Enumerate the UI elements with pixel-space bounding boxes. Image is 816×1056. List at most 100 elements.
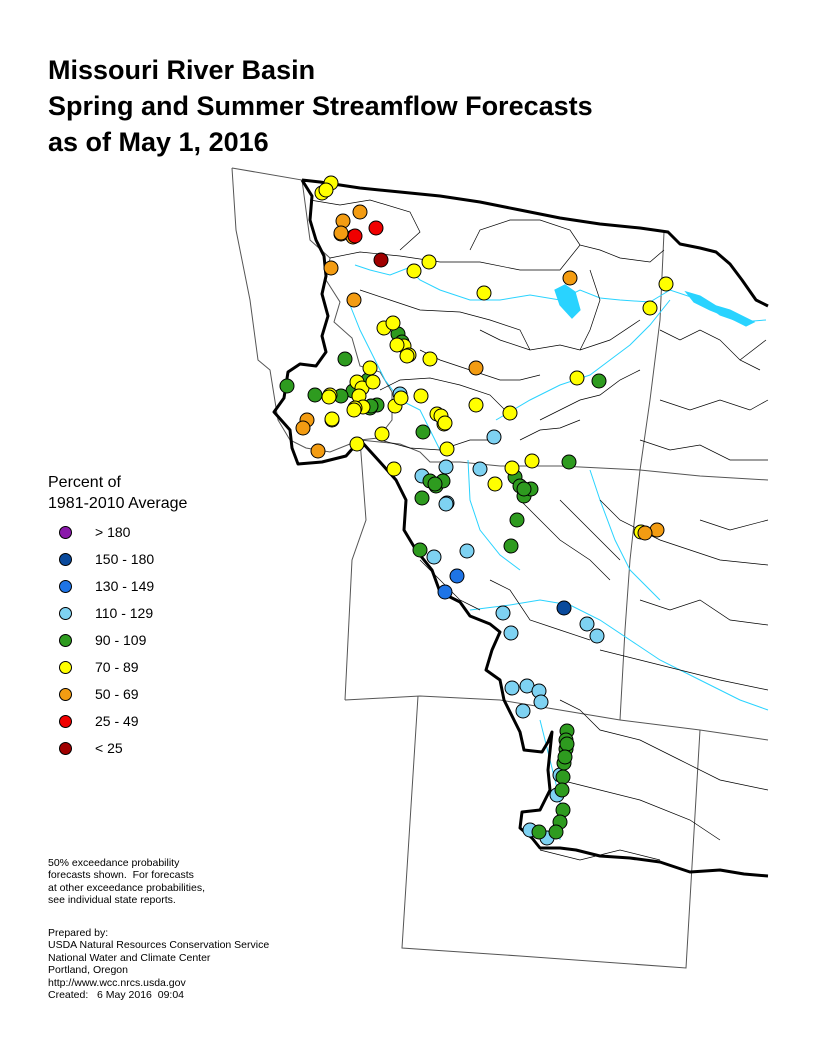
title-line-3: as of May 1, 2016 (48, 127, 269, 157)
forecast-site-marker-70-89 (422, 351, 438, 367)
river-yellowstone (495, 299, 671, 421)
forecast-site-marker-110-129 (459, 543, 475, 559)
forecast-site-marker-110-129 (495, 605, 511, 621)
subbasin-line (519, 499, 611, 581)
forecast-site-marker-110-129 (438, 496, 454, 512)
forecast-site-marker-70-89 (437, 415, 453, 431)
forecast-site-marker-110-129 (486, 429, 502, 445)
forecast-site-marker-70-89 (476, 285, 492, 301)
wyoming-southern-border (344, 695, 621, 721)
forecast-site-marker-70-89 (374, 426, 390, 442)
forecast-site-marker-90-109 (561, 454, 577, 470)
credits-line-3: National Water and Climate Center (48, 951, 211, 964)
forecast-site-marker-90-109 (531, 824, 547, 840)
subbasin-line (469, 219, 581, 251)
forecast-site-marker-150-180 (556, 600, 572, 616)
forecast-site-marker-90-109 (557, 749, 573, 765)
credits-line-1: Prepared by: (48, 927, 109, 939)
forecast-site-marker-70-89 (324, 411, 340, 427)
forecast-site-marker-70-89 (642, 300, 658, 316)
forecast-site-marker-70-89 (385, 315, 401, 331)
forecast-site-marker-130-149 (437, 584, 453, 600)
legend-item: < 25 (48, 740, 187, 769)
forecast-site-marker-25-49 (368, 220, 384, 236)
forecast-site-marker-70-89 (502, 405, 518, 421)
subbasin-line (659, 329, 761, 371)
title-line-2: Spring and Summer Streamflow Forecasts (48, 91, 593, 121)
legend-label: 90 - 109 (95, 632, 147, 648)
note-line-4: see individual state reports. (48, 894, 176, 907)
legend-swatch (59, 688, 72, 701)
forecast-site-marker-90-109 (307, 387, 323, 403)
forecast-site-marker-70-89 (349, 436, 365, 452)
forecast-site-marker-70-89 (393, 390, 409, 406)
forecast-site-marker-70-89 (389, 337, 405, 353)
credits-line-4: Portland, Oregon (48, 964, 128, 977)
credits: Prepared by: USDA Natural Resources Conse… (48, 927, 269, 1001)
legend-swatch (59, 580, 72, 593)
forecast-site-marker-90-109 (415, 424, 431, 440)
forecast-site-marker-70-89 (569, 370, 585, 386)
forecast-site-marker-50-69 (323, 260, 339, 276)
forecast-site-marker-90-109 (516, 481, 532, 497)
credits-line-2: USDA Natural Resources Conservation Serv… (48, 939, 270, 952)
montana-western-border (231, 167, 393, 441)
subbasin-line (659, 399, 769, 411)
legend-item: > 180 (48, 524, 187, 553)
forecast-site-marker-50-69 (562, 270, 578, 286)
forecast-site-marker-90-109 (427, 476, 443, 492)
legend-swatch (59, 526, 72, 539)
subbasin-line (559, 499, 621, 561)
legend-label: 130 - 149 (95, 578, 155, 594)
title-line-1: Missouri River Basin (48, 55, 316, 85)
legend-label: > 180 (95, 524, 131, 540)
montana-idaho-border (231, 167, 361, 453)
forecast-site-marker-70-89 (504, 460, 520, 476)
river-powder (589, 469, 661, 601)
forecast-site-marker-50-69 (637, 525, 653, 541)
legend-item: 50 - 69 (48, 686, 187, 715)
forecast-site-marker-110-129 (503, 625, 519, 641)
subbasin-line (599, 499, 769, 566)
wyoming-eastern-border (619, 719, 769, 741)
legend-swatch (59, 661, 72, 674)
lake-fort-peck (554, 284, 581, 319)
forecast-site-marker-90-109 (555, 769, 571, 785)
subbasin-line (379, 377, 506, 411)
forecast-site-marker-50-69 (346, 292, 362, 308)
rivers (347, 264, 769, 840)
lake-sakakawea (684, 290, 756, 327)
forecast-site-marker-70-89 (399, 348, 415, 364)
subbasin-line (519, 419, 581, 441)
forecast-site-marker-50-69 (352, 204, 368, 220)
legend-swatch (59, 634, 72, 647)
forecast-site-marker-110-129 (515, 703, 531, 719)
forecast-site-marker-70-89 (365, 374, 381, 390)
legend-item: 25 - 49 (48, 713, 187, 742)
subbasin-line (559, 699, 769, 791)
legend-label: 150 - 180 (95, 551, 155, 567)
forecast-site-marker-70-89 (421, 254, 437, 270)
forecast-site-marker-70-89 (413, 388, 429, 404)
legend-swatch (59, 715, 72, 728)
forecast-site-marker-50-69 (468, 360, 484, 376)
forecast-site-marker-90-109 (509, 512, 525, 528)
forecast-site-marker-110-129 (579, 616, 595, 632)
forecast-site-marker-70-89 (406, 263, 422, 279)
legend-swatch (59, 742, 72, 755)
subbasin-line (639, 599, 769, 626)
forecast-site-marker-110-129 (504, 680, 520, 696)
forecast-site-marker-70-89 (386, 461, 402, 477)
dakota-southern-border (639, 469, 769, 481)
river-platte (469, 599, 769, 711)
legend-label: 110 - 129 (95, 605, 154, 621)
forecast-site-marker-90-109 (337, 351, 353, 367)
forecast-site-marker-90-109 (554, 782, 570, 798)
wyoming-western-border (344, 439, 367, 701)
legend-item: 150 - 180 (48, 551, 187, 580)
legend-label: 25 - 49 (95, 713, 139, 729)
forecast-site-marker-110-129 (438, 459, 454, 475)
montana-southern-border (359, 439, 641, 471)
note-line-2: forecasts shown. For forecasts (48, 869, 194, 882)
forecast-site-marker-70-89 (487, 476, 503, 492)
